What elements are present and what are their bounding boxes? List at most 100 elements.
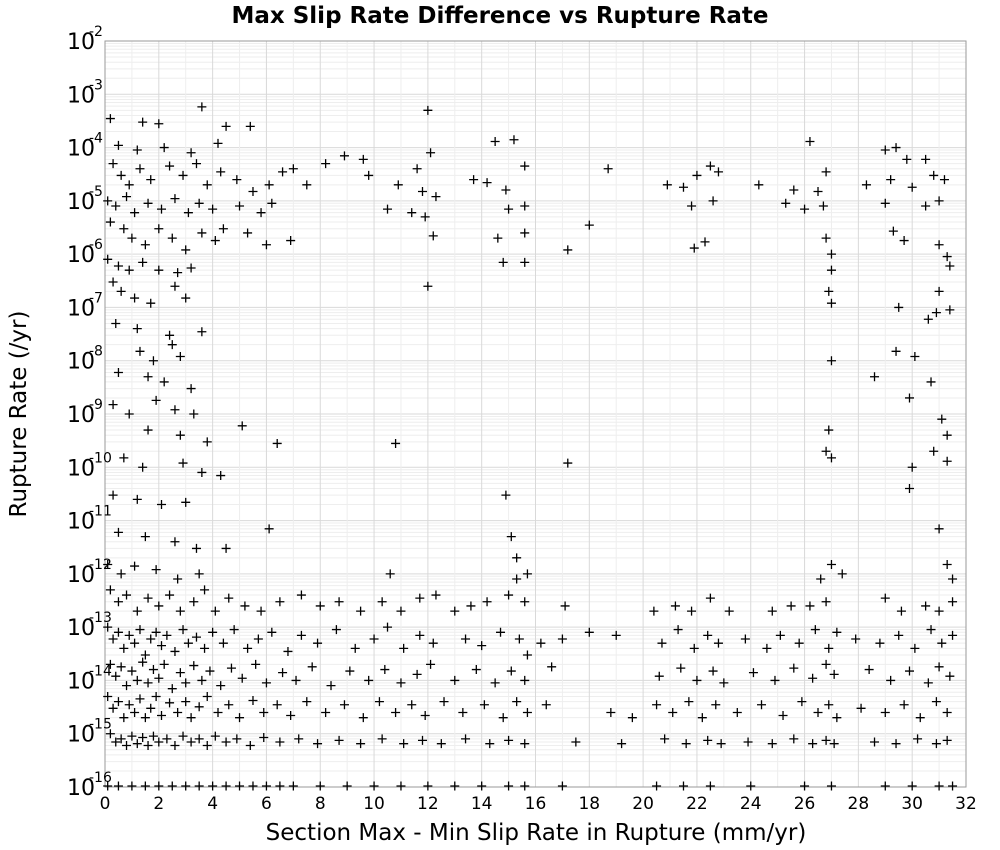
y-tick-label: 10-8 [67, 344, 103, 375]
data-point [138, 117, 148, 127]
data-point [186, 263, 196, 273]
data-point [851, 634, 861, 644]
data-point [678, 182, 688, 192]
data-point [170, 281, 180, 291]
data-point [321, 159, 331, 169]
data-point [826, 453, 836, 463]
data-point [907, 182, 917, 192]
data-point [501, 185, 511, 195]
y-tick-exponent: -7 [89, 290, 103, 306]
data-point [124, 630, 134, 640]
data-point [813, 708, 823, 718]
data-point [606, 708, 616, 718]
data-point [921, 154, 931, 164]
data-point [356, 739, 366, 749]
data-point [350, 643, 360, 653]
data-point [124, 700, 134, 710]
data-point [245, 121, 255, 131]
data-point [181, 697, 191, 707]
y-tick-base: 10 [67, 30, 95, 55]
data-point [894, 630, 904, 640]
data-point [175, 606, 185, 616]
data-point [800, 204, 810, 214]
data-point [140, 713, 150, 723]
x-tick-label: 30 [901, 794, 923, 814]
data-point [364, 170, 374, 180]
y-tick-exponent: -5 [89, 184, 103, 200]
data-point [264, 524, 274, 534]
data-point [915, 713, 925, 723]
y-tick-label: 10-16 [67, 770, 112, 801]
data-point [557, 781, 567, 791]
data-point [119, 224, 129, 234]
data-point [369, 634, 379, 644]
x-tick-label: 16 [525, 794, 547, 814]
data-point [509, 135, 519, 145]
data-point [705, 593, 715, 603]
data-point [148, 731, 158, 741]
data-point [826, 781, 836, 791]
data-point [224, 593, 234, 603]
data-point [880, 781, 890, 791]
data-point [907, 781, 917, 791]
data-point [870, 737, 880, 747]
data-point [861, 180, 871, 190]
data-point [520, 257, 530, 267]
data-point [469, 175, 479, 185]
data-point [108, 277, 118, 287]
y-axis-label: Rupture Rate (/yr) [6, 311, 32, 518]
data-point [439, 697, 449, 707]
data-point [113, 261, 123, 271]
data-point [216, 471, 226, 481]
data-point [937, 414, 947, 424]
data-point [189, 597, 199, 607]
data-point [498, 713, 508, 723]
y-tick-exponent: -13 [89, 610, 112, 626]
data-point [154, 673, 164, 683]
data-point [339, 151, 349, 161]
y-tick-label: 10-12 [67, 557, 112, 588]
data-point [417, 186, 427, 196]
data-point [617, 739, 627, 749]
data-point [420, 212, 430, 222]
data-point [743, 737, 753, 747]
y-tick-label: 10-11 [67, 504, 112, 535]
data-point [856, 703, 866, 713]
data-point [875, 638, 885, 648]
data-point [140, 781, 150, 791]
data-point [278, 668, 288, 678]
data-point [477, 781, 487, 791]
data-point [934, 606, 944, 616]
data-point [261, 781, 271, 791]
data-point [122, 590, 132, 600]
data-point [818, 201, 828, 211]
data-point [278, 167, 288, 177]
data-point [205, 666, 215, 676]
x-tick-label: 20 [632, 794, 654, 814]
data-point [383, 204, 393, 214]
data-point [151, 691, 161, 701]
data-point [243, 643, 253, 653]
data-point [175, 430, 185, 440]
data-point [167, 684, 177, 694]
data-point [504, 735, 514, 745]
data-point [226, 663, 236, 673]
data-point [245, 741, 255, 751]
x-tick-label: 18 [578, 794, 600, 814]
data-point [194, 734, 204, 744]
data-point [547, 662, 557, 672]
data-point [942, 708, 952, 718]
data-point [140, 240, 150, 250]
data-point [213, 708, 223, 718]
y-tick-base: 10 [67, 403, 95, 428]
data-point [603, 164, 613, 174]
data-point [767, 739, 777, 749]
data-point [724, 606, 734, 616]
data-point [423, 781, 433, 791]
data-point [904, 483, 914, 493]
data-point [713, 167, 723, 177]
data-point [520, 161, 530, 171]
data-point [948, 630, 958, 640]
data-point [703, 630, 713, 640]
